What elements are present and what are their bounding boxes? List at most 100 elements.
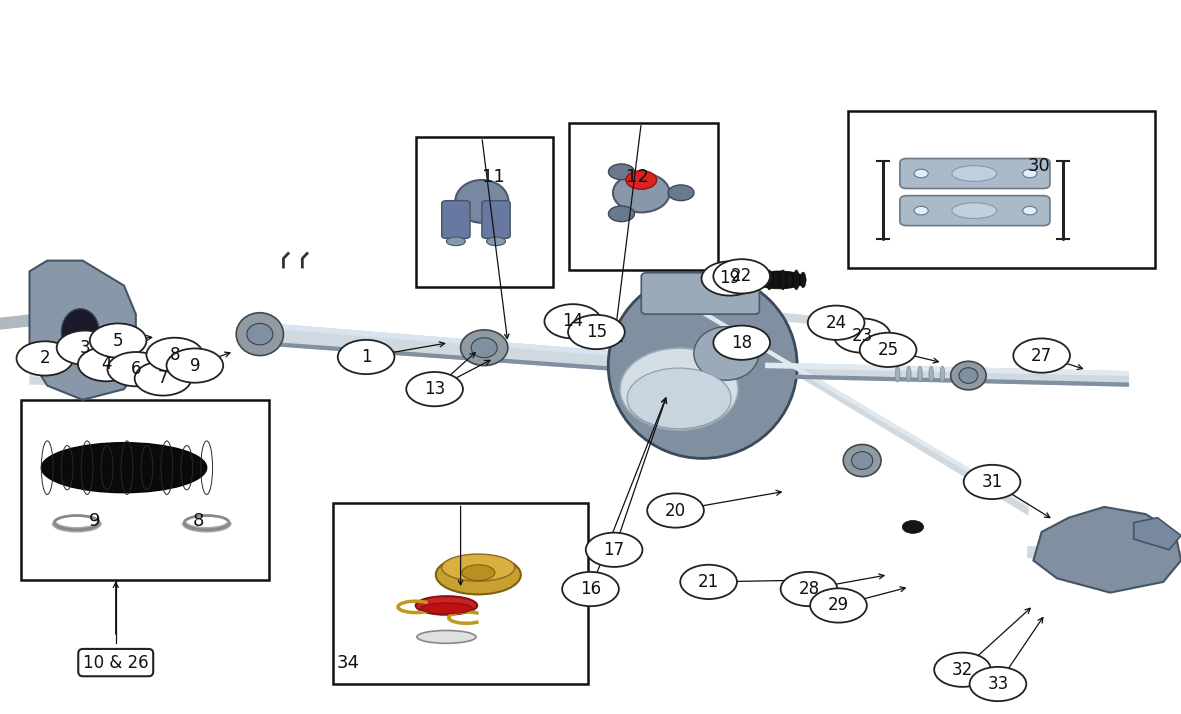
Ellipse shape xyxy=(753,270,758,290)
Ellipse shape xyxy=(693,327,758,380)
Text: 2: 2 xyxy=(40,349,50,368)
Circle shape xyxy=(970,667,1026,701)
Ellipse shape xyxy=(951,361,986,390)
Circle shape xyxy=(713,326,770,360)
Circle shape xyxy=(626,171,657,189)
Text: 12: 12 xyxy=(626,168,650,186)
Circle shape xyxy=(702,261,758,296)
Ellipse shape xyxy=(608,273,797,458)
Ellipse shape xyxy=(455,180,508,223)
Text: 9: 9 xyxy=(89,512,100,531)
Ellipse shape xyxy=(952,203,997,218)
Circle shape xyxy=(1013,338,1070,373)
Text: 18: 18 xyxy=(731,333,752,352)
FancyBboxPatch shape xyxy=(442,201,470,238)
Circle shape xyxy=(568,315,625,349)
Text: 31: 31 xyxy=(981,473,1003,491)
Ellipse shape xyxy=(620,348,738,430)
FancyBboxPatch shape xyxy=(641,273,759,314)
Circle shape xyxy=(810,588,867,623)
Text: 30: 30 xyxy=(1027,156,1051,175)
Ellipse shape xyxy=(852,452,873,470)
Ellipse shape xyxy=(928,366,933,382)
Bar xyxy=(416,137,553,287)
Ellipse shape xyxy=(608,164,634,180)
Circle shape xyxy=(562,572,619,606)
Ellipse shape xyxy=(446,237,465,246)
Polygon shape xyxy=(1134,518,1181,550)
Circle shape xyxy=(713,259,770,293)
Ellipse shape xyxy=(627,368,731,428)
FancyBboxPatch shape xyxy=(900,159,1050,188)
Ellipse shape xyxy=(774,272,779,288)
Ellipse shape xyxy=(907,366,912,382)
Ellipse shape xyxy=(61,309,99,356)
Circle shape xyxy=(934,653,991,687)
Text: 3: 3 xyxy=(80,338,90,357)
Bar xyxy=(333,503,588,684)
Ellipse shape xyxy=(952,166,997,181)
Ellipse shape xyxy=(608,206,634,221)
Text: 15: 15 xyxy=(586,323,607,341)
FancyBboxPatch shape xyxy=(482,201,510,238)
FancyBboxPatch shape xyxy=(900,196,1050,226)
Circle shape xyxy=(406,372,463,406)
Ellipse shape xyxy=(766,270,772,290)
Ellipse shape xyxy=(247,323,273,345)
Ellipse shape xyxy=(959,368,978,383)
Circle shape xyxy=(680,565,737,599)
Text: 13: 13 xyxy=(424,380,445,398)
Circle shape xyxy=(586,533,642,567)
Circle shape xyxy=(964,465,1020,499)
Text: 8: 8 xyxy=(170,346,180,364)
Circle shape xyxy=(1023,169,1037,178)
Text: 22: 22 xyxy=(731,267,752,286)
Ellipse shape xyxy=(436,555,521,594)
Ellipse shape xyxy=(902,521,924,533)
Circle shape xyxy=(107,352,164,386)
Text: 7: 7 xyxy=(158,369,168,388)
Ellipse shape xyxy=(487,237,505,246)
Ellipse shape xyxy=(236,313,283,356)
Text: 5: 5 xyxy=(113,331,123,350)
Text: 11: 11 xyxy=(482,168,505,186)
Circle shape xyxy=(78,347,135,381)
Text: 9: 9 xyxy=(190,356,200,375)
Ellipse shape xyxy=(420,603,472,614)
Ellipse shape xyxy=(417,630,476,643)
Ellipse shape xyxy=(801,272,807,288)
Text: 28: 28 xyxy=(798,580,820,598)
Text: 20: 20 xyxy=(665,501,686,520)
Text: 1: 1 xyxy=(361,348,371,366)
Ellipse shape xyxy=(471,338,497,358)
Circle shape xyxy=(167,348,223,383)
Circle shape xyxy=(146,338,203,372)
Ellipse shape xyxy=(787,272,792,288)
Ellipse shape xyxy=(759,272,765,288)
Circle shape xyxy=(808,306,864,340)
Text: 32: 32 xyxy=(952,660,973,679)
Ellipse shape xyxy=(461,330,508,366)
Circle shape xyxy=(914,169,928,178)
Text: 19: 19 xyxy=(719,269,740,288)
Text: 27: 27 xyxy=(1031,346,1052,365)
Ellipse shape xyxy=(41,443,207,493)
Polygon shape xyxy=(1033,507,1181,593)
Ellipse shape xyxy=(753,271,805,289)
Text: 25: 25 xyxy=(877,341,899,359)
Circle shape xyxy=(860,333,916,367)
Ellipse shape xyxy=(779,270,785,290)
Circle shape xyxy=(544,304,601,338)
Text: 21: 21 xyxy=(698,573,719,591)
Text: 34: 34 xyxy=(337,653,360,672)
Text: 8: 8 xyxy=(193,512,204,531)
Bar xyxy=(569,123,718,270)
Text: 33: 33 xyxy=(987,675,1009,693)
Ellipse shape xyxy=(940,366,945,382)
Text: 16: 16 xyxy=(580,580,601,598)
Polygon shape xyxy=(30,261,136,400)
Text: 14: 14 xyxy=(562,312,583,331)
Circle shape xyxy=(781,572,837,606)
Ellipse shape xyxy=(895,366,900,382)
Ellipse shape xyxy=(668,185,694,201)
